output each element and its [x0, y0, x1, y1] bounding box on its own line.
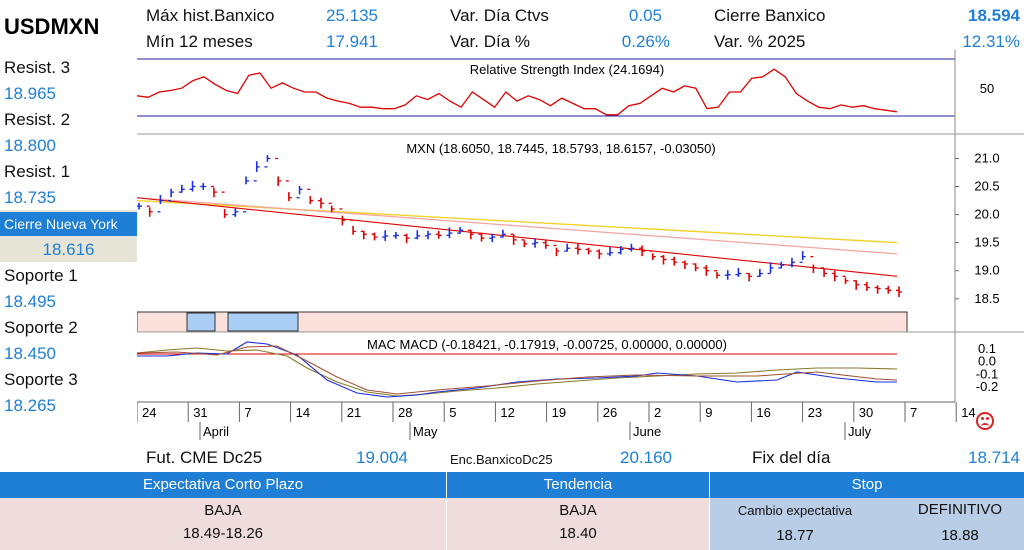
macd-tick-label: -0.1: [976, 366, 998, 381]
resist3-value: 18.965: [4, 84, 56, 103]
var-dia-ctvs-label: Var. Día Ctvs: [450, 6, 549, 25]
enc-value: 20.160: [620, 448, 672, 467]
trend-band: [137, 311, 956, 333]
resist1-value: 18.735: [4, 188, 56, 207]
x-tick-label: 7: [244, 405, 251, 420]
resist2-value: 18.800: [4, 136, 56, 155]
price-tick-label: 20.5: [974, 179, 999, 194]
max-hist-label: Máx hist.Banxico: [146, 6, 275, 25]
expectativa-header: Expectativa Corto Plazo: [0, 472, 446, 498]
fut-value: 19.004: [356, 448, 408, 467]
fix-label: Fix del día: [752, 448, 831, 467]
fix-value: 18.714: [968, 448, 1020, 467]
macd-tick-label: 0.0: [978, 354, 996, 369]
soporte1-label: Soporte 1: [4, 266, 78, 285]
max-hist-value: 25.135: [326, 6, 378, 25]
x-tick-label: 23: [808, 405, 822, 420]
stop-val1: 18.77: [776, 527, 814, 544]
price-tick-label: 19.5: [974, 235, 999, 250]
fut-label: Fut. CME Dc25: [146, 448, 263, 467]
price-tick-label: 19.0: [974, 263, 999, 278]
rsi-panel: Relative Strength Index (24.1694) 50: [137, 50, 994, 134]
x-tick-label: 12: [500, 405, 514, 420]
macd-signal-line: [137, 347, 898, 397]
macd-panel: MAC MACD (-0.18421, -0.17919, -0.00725, …: [137, 331, 1024, 402]
stop-sub2: DEFINITIVO: [917, 501, 1003, 518]
rsi-tick-50: 50: [980, 81, 994, 96]
var-dia-pct-value: 0.26%: [621, 32, 670, 51]
ny-close-label: Cierre Nueva York: [0, 212, 137, 236]
var-2025-label: Var. % 2025: [714, 32, 806, 51]
ticker-title: USDMXN: [4, 14, 100, 39]
x-tick-label: 7: [910, 405, 917, 420]
x-tick-label: 14: [961, 405, 975, 420]
ny-close-value: 18.616: [42, 240, 95, 259]
month-label: June: [633, 424, 661, 439]
soporte2-value: 18.450: [4, 344, 56, 363]
ma-pink-line: [137, 197, 898, 255]
macd-histogram-line: [137, 345, 898, 395]
x-tick-label: 5: [449, 405, 456, 420]
var-2025-value: 12.31%: [962, 32, 1020, 51]
resist2-label: Resist. 2: [4, 110, 71, 129]
cierre-banxico-value: 18.594: [968, 6, 1020, 25]
stop-cell: Cambio expectativa DEFINITIVO 18.77 18.8…: [710, 498, 1024, 550]
rsi-title: Relative Strength Index (24.1694): [470, 62, 664, 77]
month-label: July: [848, 424, 872, 439]
tendencia-cell: BAJA 18.40: [447, 498, 709, 550]
month-label: April: [203, 424, 229, 439]
min-12m-label: Mín 12 meses: [146, 32, 253, 51]
x-tick-label: 31: [193, 405, 207, 420]
x-tick-label: 21: [347, 405, 361, 420]
x-tick-label: 19: [552, 405, 566, 420]
soporte1-value: 18.495: [4, 292, 56, 311]
x-tick-label: 14: [296, 405, 310, 420]
x-tick-label: 9: [705, 405, 712, 420]
x-tick-label: 28: [398, 405, 412, 420]
price-tick-label: 20.0: [974, 207, 999, 222]
rsi-line: [137, 68, 898, 116]
sad-face-icon: [976, 412, 994, 430]
stop-sub1: Cambio expectativa: [737, 503, 853, 518]
x-tick-label: 30: [859, 405, 873, 420]
ma-yellow-line: [137, 199, 898, 244]
macd-tick-label: -0.2: [976, 379, 998, 394]
price-chart: Relative Strength Index (24.1694) 50 MXN…: [137, 50, 1024, 440]
macd-title: MAC MACD (-0.18421, -0.17919, -0.00725, …: [367, 337, 727, 352]
min-12m-value: 17.941: [326, 32, 378, 51]
macd-line: [137, 341, 897, 398]
resist3-label: Resist. 3: [4, 58, 71, 77]
stop-header: Stop: [710, 472, 1024, 498]
soporte3-value: 18.265: [4, 396, 56, 415]
tendencia-header: Tendencia: [447, 472, 709, 498]
expectativa-cell: BAJA 18.49-18.26: [0, 498, 446, 550]
month-label: May: [413, 424, 438, 439]
band-blue-1: [186, 312, 216, 332]
band-blue-2: [227, 312, 299, 332]
x-tick-label: 16: [756, 405, 770, 420]
tendencia-value: BAJA: [559, 502, 597, 519]
soporte3-label: Soporte 3: [4, 370, 78, 389]
price-tick-label: 18.5: [974, 291, 999, 306]
soporte2-label: Soporte 2: [4, 318, 78, 337]
resist1-label: Resist. 1: [4, 162, 71, 181]
x-axis: 24 31 7 14 21 28 5 12 19 26 2 9 16 23 30 7 14 April May Ju…: [137, 401, 976, 440]
expectativa-range: 18.49-18.26: [182, 525, 264, 542]
var-dia-pct-label: Var. Día %: [450, 32, 530, 51]
x-tick-label: 24: [142, 405, 156, 420]
price-tick-label: 21.0: [974, 150, 999, 165]
x-tick-label: 2: [654, 405, 661, 420]
expectativa-value: BAJA: [204, 502, 242, 519]
x-tick-label: 26: [603, 405, 617, 420]
cierre-banxico-label: Cierre Banxico: [714, 6, 826, 25]
enc-label: Enc.BanxicoDc25: [450, 452, 553, 467]
macd-tick-label: 0.1: [978, 341, 996, 356]
var-dia-ctvs-value: 0.05: [628, 6, 662, 25]
price-title: MXN (18.6050, 18.7445, 18.5793, 18.6157,…: [406, 141, 715, 156]
stop-val2: 18.88: [941, 527, 979, 544]
price-panel: MXN (18.6050, 18.7445, 18.5793, 18.6157,…: [137, 133, 1024, 312]
tendencia-level: 18.40: [559, 525, 597, 542]
